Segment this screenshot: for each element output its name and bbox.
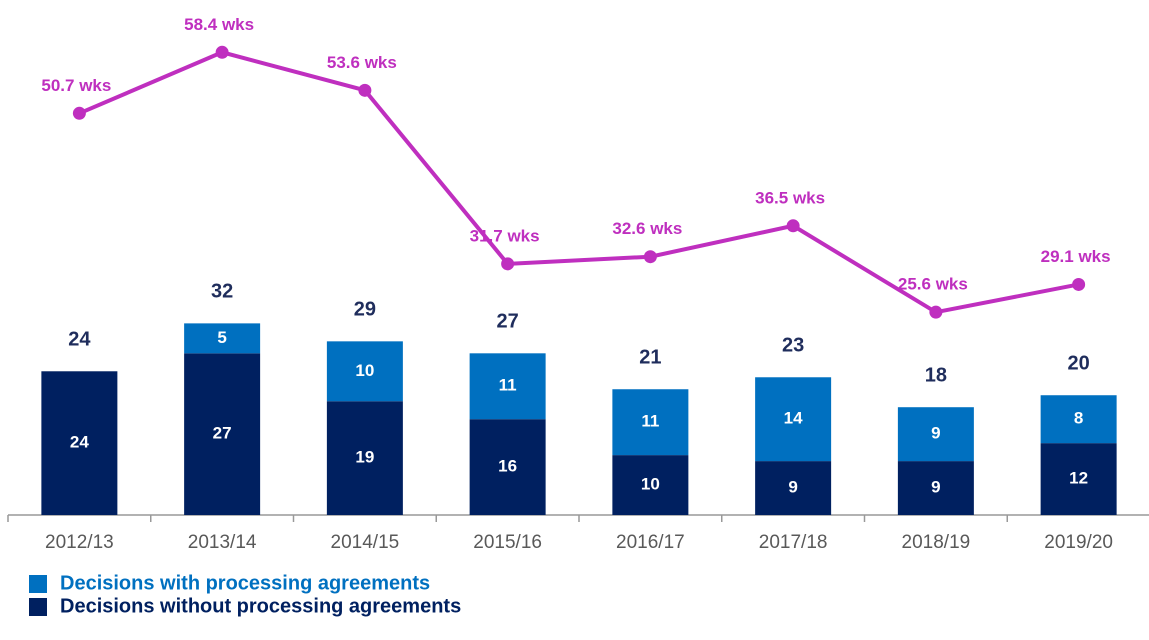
line bbox=[78, 50, 1080, 315]
x-tick-label: 2014/15 bbox=[331, 532, 400, 553]
segment-label: 9 bbox=[788, 478, 797, 497]
segment-label: 12 bbox=[1069, 469, 1088, 488]
bar-segment bbox=[612, 455, 689, 515]
total-label: 32 bbox=[211, 281, 233, 303]
bar-segment bbox=[326, 341, 403, 402]
total-label: 20 bbox=[1068, 353, 1090, 375]
bar-segment bbox=[755, 461, 832, 515]
segment-label: 27 bbox=[213, 424, 232, 443]
total-label: 29 bbox=[354, 299, 376, 321]
x-tick-label: 2015/16 bbox=[473, 532, 542, 553]
legend-label: Decisions without processing agreements bbox=[60, 595, 461, 617]
x-tick-label: 2017/18 bbox=[759, 532, 828, 553]
line-label: 31.7 wks bbox=[470, 226, 540, 245]
bar-segment bbox=[184, 323, 261, 354]
total-label: 27 bbox=[497, 311, 519, 333]
legend-label: Decisions with processing agreements bbox=[60, 572, 430, 594]
line-point bbox=[72, 106, 86, 120]
line-label: 36.5 wks bbox=[755, 188, 825, 207]
segment-label: 8 bbox=[1074, 409, 1083, 428]
segment-label: 10 bbox=[355, 361, 374, 380]
line-point bbox=[643, 250, 657, 264]
x-tick-label: 2018/19 bbox=[902, 532, 971, 553]
segment-label: 10 bbox=[641, 475, 660, 494]
x-tick-label: 2012/13 bbox=[45, 532, 114, 553]
x-tick-label: 2019/20 bbox=[1044, 532, 1113, 553]
line-label: 29.1 wks bbox=[1041, 247, 1111, 266]
x-tick-label: 2013/14 bbox=[188, 532, 257, 553]
line-point bbox=[358, 83, 372, 97]
bar-segment bbox=[897, 407, 974, 462]
segment-label: 9 bbox=[931, 424, 940, 443]
segment-label: 9 bbox=[931, 478, 940, 497]
line-point bbox=[929, 305, 943, 319]
bar-segment bbox=[469, 353, 546, 420]
bar-segment bbox=[326, 401, 403, 515]
x-tick-label: 2016/17 bbox=[616, 532, 685, 553]
bar-segment bbox=[1040, 443, 1117, 515]
line-label: 53.6 wks bbox=[327, 53, 397, 72]
bar-segment bbox=[41, 371, 118, 515]
total-label: 21 bbox=[639, 347, 661, 369]
bar-segment bbox=[897, 461, 974, 515]
total-label: 18 bbox=[925, 364, 947, 386]
line-label: 25.6 wks bbox=[898, 275, 968, 294]
segment-label: 11 bbox=[641, 412, 659, 431]
segment-label: 24 bbox=[70, 433, 89, 452]
line-label: 50.7 wks bbox=[41, 76, 111, 95]
total-label: 24 bbox=[68, 329, 91, 351]
bar-segment bbox=[1040, 395, 1117, 444]
total-label: 23 bbox=[782, 335, 804, 357]
bar-segment bbox=[469, 419, 546, 515]
line-point bbox=[1072, 277, 1086, 291]
segment-label: 5 bbox=[217, 328, 226, 347]
segment-label: 14 bbox=[784, 409, 803, 428]
bar-segment bbox=[184, 353, 261, 515]
bar-segment bbox=[612, 389, 689, 456]
legend-swatch bbox=[29, 598, 47, 616]
line-label: 58.4 wks bbox=[184, 15, 254, 34]
bar-segment bbox=[755, 377, 832, 462]
line-point bbox=[215, 45, 229, 59]
segment-label: 16 bbox=[498, 457, 517, 476]
line-point bbox=[501, 257, 515, 271]
line-label: 32.6 wks bbox=[612, 219, 682, 238]
line-point bbox=[786, 219, 800, 233]
legend-swatch bbox=[29, 575, 47, 593]
segment-label: 19 bbox=[355, 448, 374, 467]
segment-label: 11 bbox=[499, 376, 517, 395]
